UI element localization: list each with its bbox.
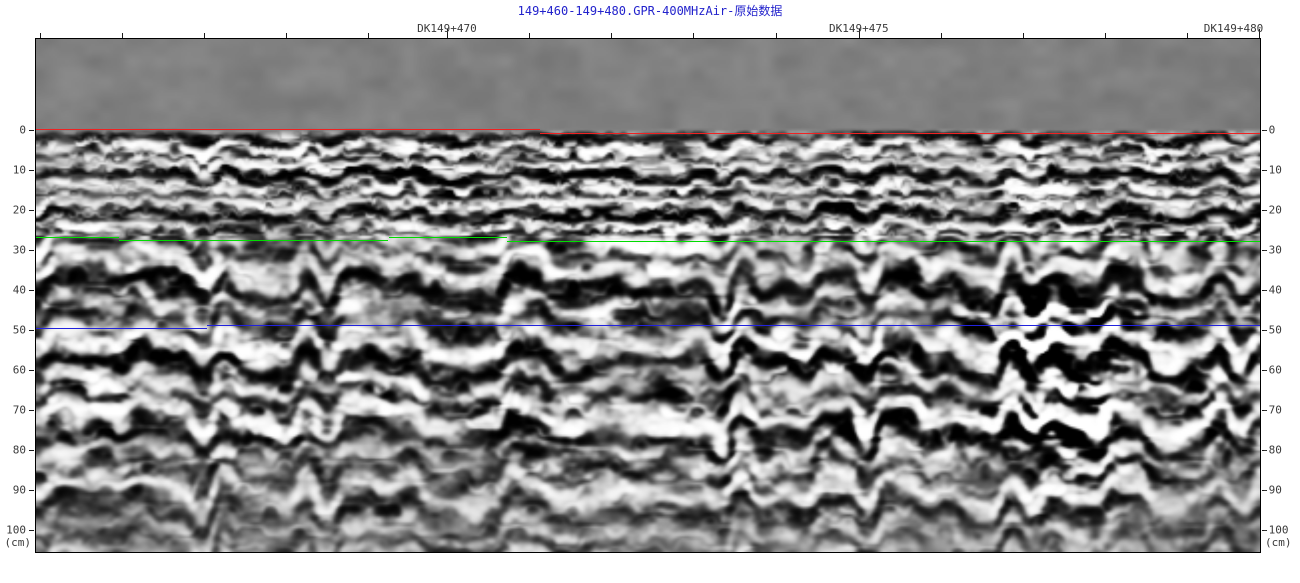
depth-tick (29, 290, 34, 292)
layer-interface-1 (36, 237, 120, 239)
depth-tick (29, 410, 34, 412)
depth-tick (29, 370, 34, 372)
depth-tick (1262, 370, 1267, 372)
depth-tick (29, 450, 34, 451)
depth-label: 80 (12, 443, 26, 457)
chainage-tick-minor (204, 33, 206, 38)
depth-tick (1262, 290, 1267, 292)
depth-label: 70 (12, 403, 26, 417)
chainage-tick-minor (39, 33, 41, 38)
chainage-tick-minor (1187, 33, 1189, 38)
chainage-tick-minor (775, 33, 777, 38)
chainage-tick-minor (611, 33, 613, 38)
chainage-tick-major (446, 29, 448, 38)
depth-tick (29, 169, 34, 171)
chainage-tick-minor (693, 33, 695, 38)
layer-interface-1 (507, 241, 1260, 243)
layer-interface-2 (36, 327, 208, 329)
radargram-image[interactable] (36, 39, 1260, 552)
depth-unit-right: (cm) (1265, 536, 1292, 549)
layer-interface-2 (207, 324, 1260, 326)
depth-label: 90 (12, 483, 26, 497)
depth-label: -40 (1262, 283, 1282, 297)
layer-interface-1 (388, 237, 508, 239)
chainage-tick-minor (1105, 33, 1107, 38)
depth-label: -90 (1262, 483, 1282, 497)
page-title: 149+460-149+480.GPR-400MHzAir-原始数据 (517, 4, 783, 18)
depth-tick (1262, 250, 1267, 252)
surface-reflection (36, 128, 541, 130)
chainage-tick-major (858, 29, 860, 38)
depth-label: 60 (12, 363, 26, 377)
chainage-tick-minor (368, 33, 370, 38)
chainage-label: DK149+480 (1203, 22, 1264, 35)
depth-tick (29, 210, 34, 211)
depth-label: 50 (12, 323, 26, 337)
depth-tick (1262, 130, 1267, 132)
chainage-label: DK149+470 (417, 22, 477, 35)
depth-label: 100 (6, 523, 26, 537)
depth-tick (29, 330, 34, 331)
depth-tick (1262, 490, 1267, 492)
chainage-tick-minor (941, 33, 942, 38)
radargram-plot[interactable] (35, 38, 1261, 553)
depth-tick (1262, 210, 1267, 211)
depth-label: 10 (12, 163, 26, 177)
chainage-tick-minor (1023, 33, 1025, 38)
depth-label: -20 (1262, 203, 1282, 217)
depth-axis-left: (cm) 0 10 20 30 40 50 60 70 80 90 100 (0, 38, 34, 553)
depth-label: -60 (1262, 363, 1282, 377)
depth-tick (29, 530, 34, 532)
chainage-tick-minor (286, 33, 288, 38)
depth-label: -10 (1262, 163, 1282, 177)
depth-tick (29, 250, 34, 252)
depth-axis-right: (cm) -0 -10 -20 -30 -40 -50 -60 -70 -80 -90 -100 (1262, 38, 1300, 553)
depth-label: -100 (1262, 523, 1289, 537)
depth-tick (29, 130, 34, 132)
chainage-tick-major (1258, 29, 1260, 38)
layer-interface-1 (119, 240, 389, 242)
depth-unit-left: (cm) (4, 536, 32, 549)
depth-label: -30 (1262, 243, 1282, 257)
depth-label: -70 (1262, 403, 1282, 417)
depth-label: -80 (1262, 443, 1282, 457)
depth-label: 20 (12, 203, 26, 217)
depth-label: -50 (1262, 323, 1282, 337)
surface-reflection (540, 132, 1260, 134)
depth-tick (1262, 330, 1267, 331)
depth-label: 40 (12, 283, 26, 297)
depth-tick (1262, 530, 1267, 532)
depth-tick (1262, 450, 1267, 451)
chainage-label: DK149+475 (829, 22, 889, 35)
chainage-tick-minor (529, 33, 531, 38)
depth-label: 0 (19, 123, 26, 137)
chainage-tick-minor (122, 33, 124, 38)
depth-tick (1262, 169, 1267, 171)
depth-label: -0 (1262, 123, 1276, 137)
depth-tick (29, 490, 34, 492)
chainage-axis: DK149+470 DK149+475 DK149+480 (35, 22, 1264, 38)
depth-tick (1262, 410, 1267, 412)
depth-label: 30 (12, 243, 26, 257)
